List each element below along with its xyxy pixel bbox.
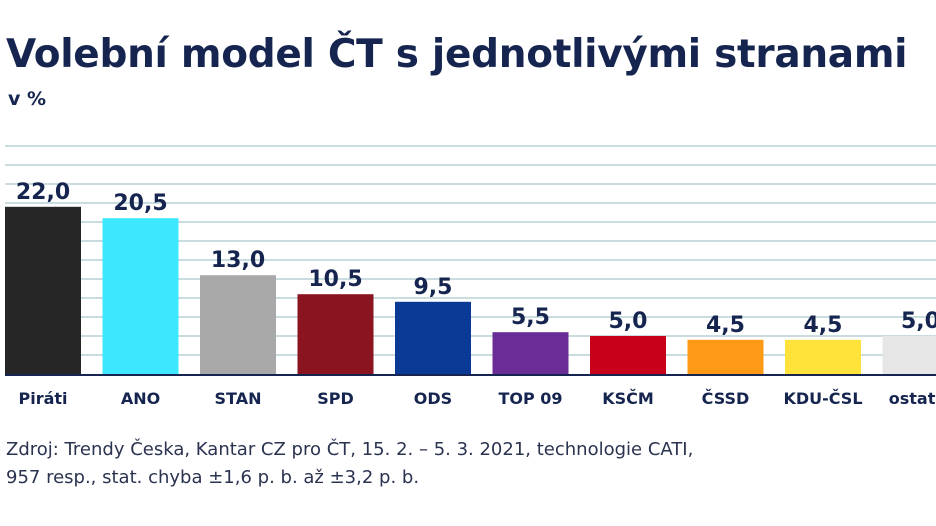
category-label: KSČM <box>602 389 654 408</box>
value-label: 5,0 <box>901 309 936 334</box>
bar-spd <box>297 294 374 374</box>
bar-ksčm <box>590 336 666 374</box>
category-label: ANO <box>121 389 160 408</box>
category-label: ostatní <box>889 389 936 408</box>
value-label: 4,5 <box>706 313 745 338</box>
category-label: Piráti <box>18 389 67 408</box>
category-label: TOP 09 <box>498 389 562 408</box>
chart-subtitle: v % <box>8 88 47 110</box>
bar-kdu-čsl <box>785 339 861 374</box>
source-line-2: 957 resp., stat. chyba ±1,6 p. b. až ±3,… <box>6 467 420 488</box>
category-labels: Piráti ANO STAN SPD ODS TOP 09 KSČM ČSSD KDU-ČSL… <box>18 389 936 408</box>
bar-chart: 22,0 20,5 13,0 10,5 9,5 5,5 5,0 4,5 4,5 5,0 Pirát… <box>5 145 936 408</box>
bar-ods <box>395 301 471 374</box>
source-line-1: Zdroj: Trendy Česka, Kantar CZ pro ČT, 1… <box>6 439 694 460</box>
bar-čssd <box>687 339 764 374</box>
bar-ano <box>102 218 179 374</box>
value-label: 13,0 <box>211 248 265 273</box>
category-label: STAN <box>215 389 262 408</box>
bar-stan <box>200 275 276 374</box>
category-label: SPD <box>317 389 354 408</box>
category-label: KDU-ČSL <box>783 389 862 408</box>
value-label: 5,5 <box>511 305 550 330</box>
bar-top-09 <box>492 332 569 374</box>
category-label: ČSSD <box>702 389 750 408</box>
bars <box>5 206 936 374</box>
value-labels: 22,0 20,5 13,0 10,5 9,5 5,5 5,0 4,5 4,5 5,0 <box>16 180 936 338</box>
source-note: Zdroj: Trendy Česka, Kantar CZ pro ČT, 1… <box>6 436 693 492</box>
chart-title: Volební model ČT s jednotlivými stranami <box>6 32 908 77</box>
bar-piráti <box>5 206 81 374</box>
value-label: 22,0 <box>16 180 70 205</box>
category-label: ODS <box>414 389 452 408</box>
value-label: 5,0 <box>609 309 648 334</box>
value-label: 10,5 <box>308 267 362 292</box>
value-label: 9,5 <box>414 275 453 300</box>
bar-ostatní <box>882 336 936 374</box>
value-label: 4,5 <box>804 313 843 338</box>
value-label: 20,5 <box>113 191 167 216</box>
